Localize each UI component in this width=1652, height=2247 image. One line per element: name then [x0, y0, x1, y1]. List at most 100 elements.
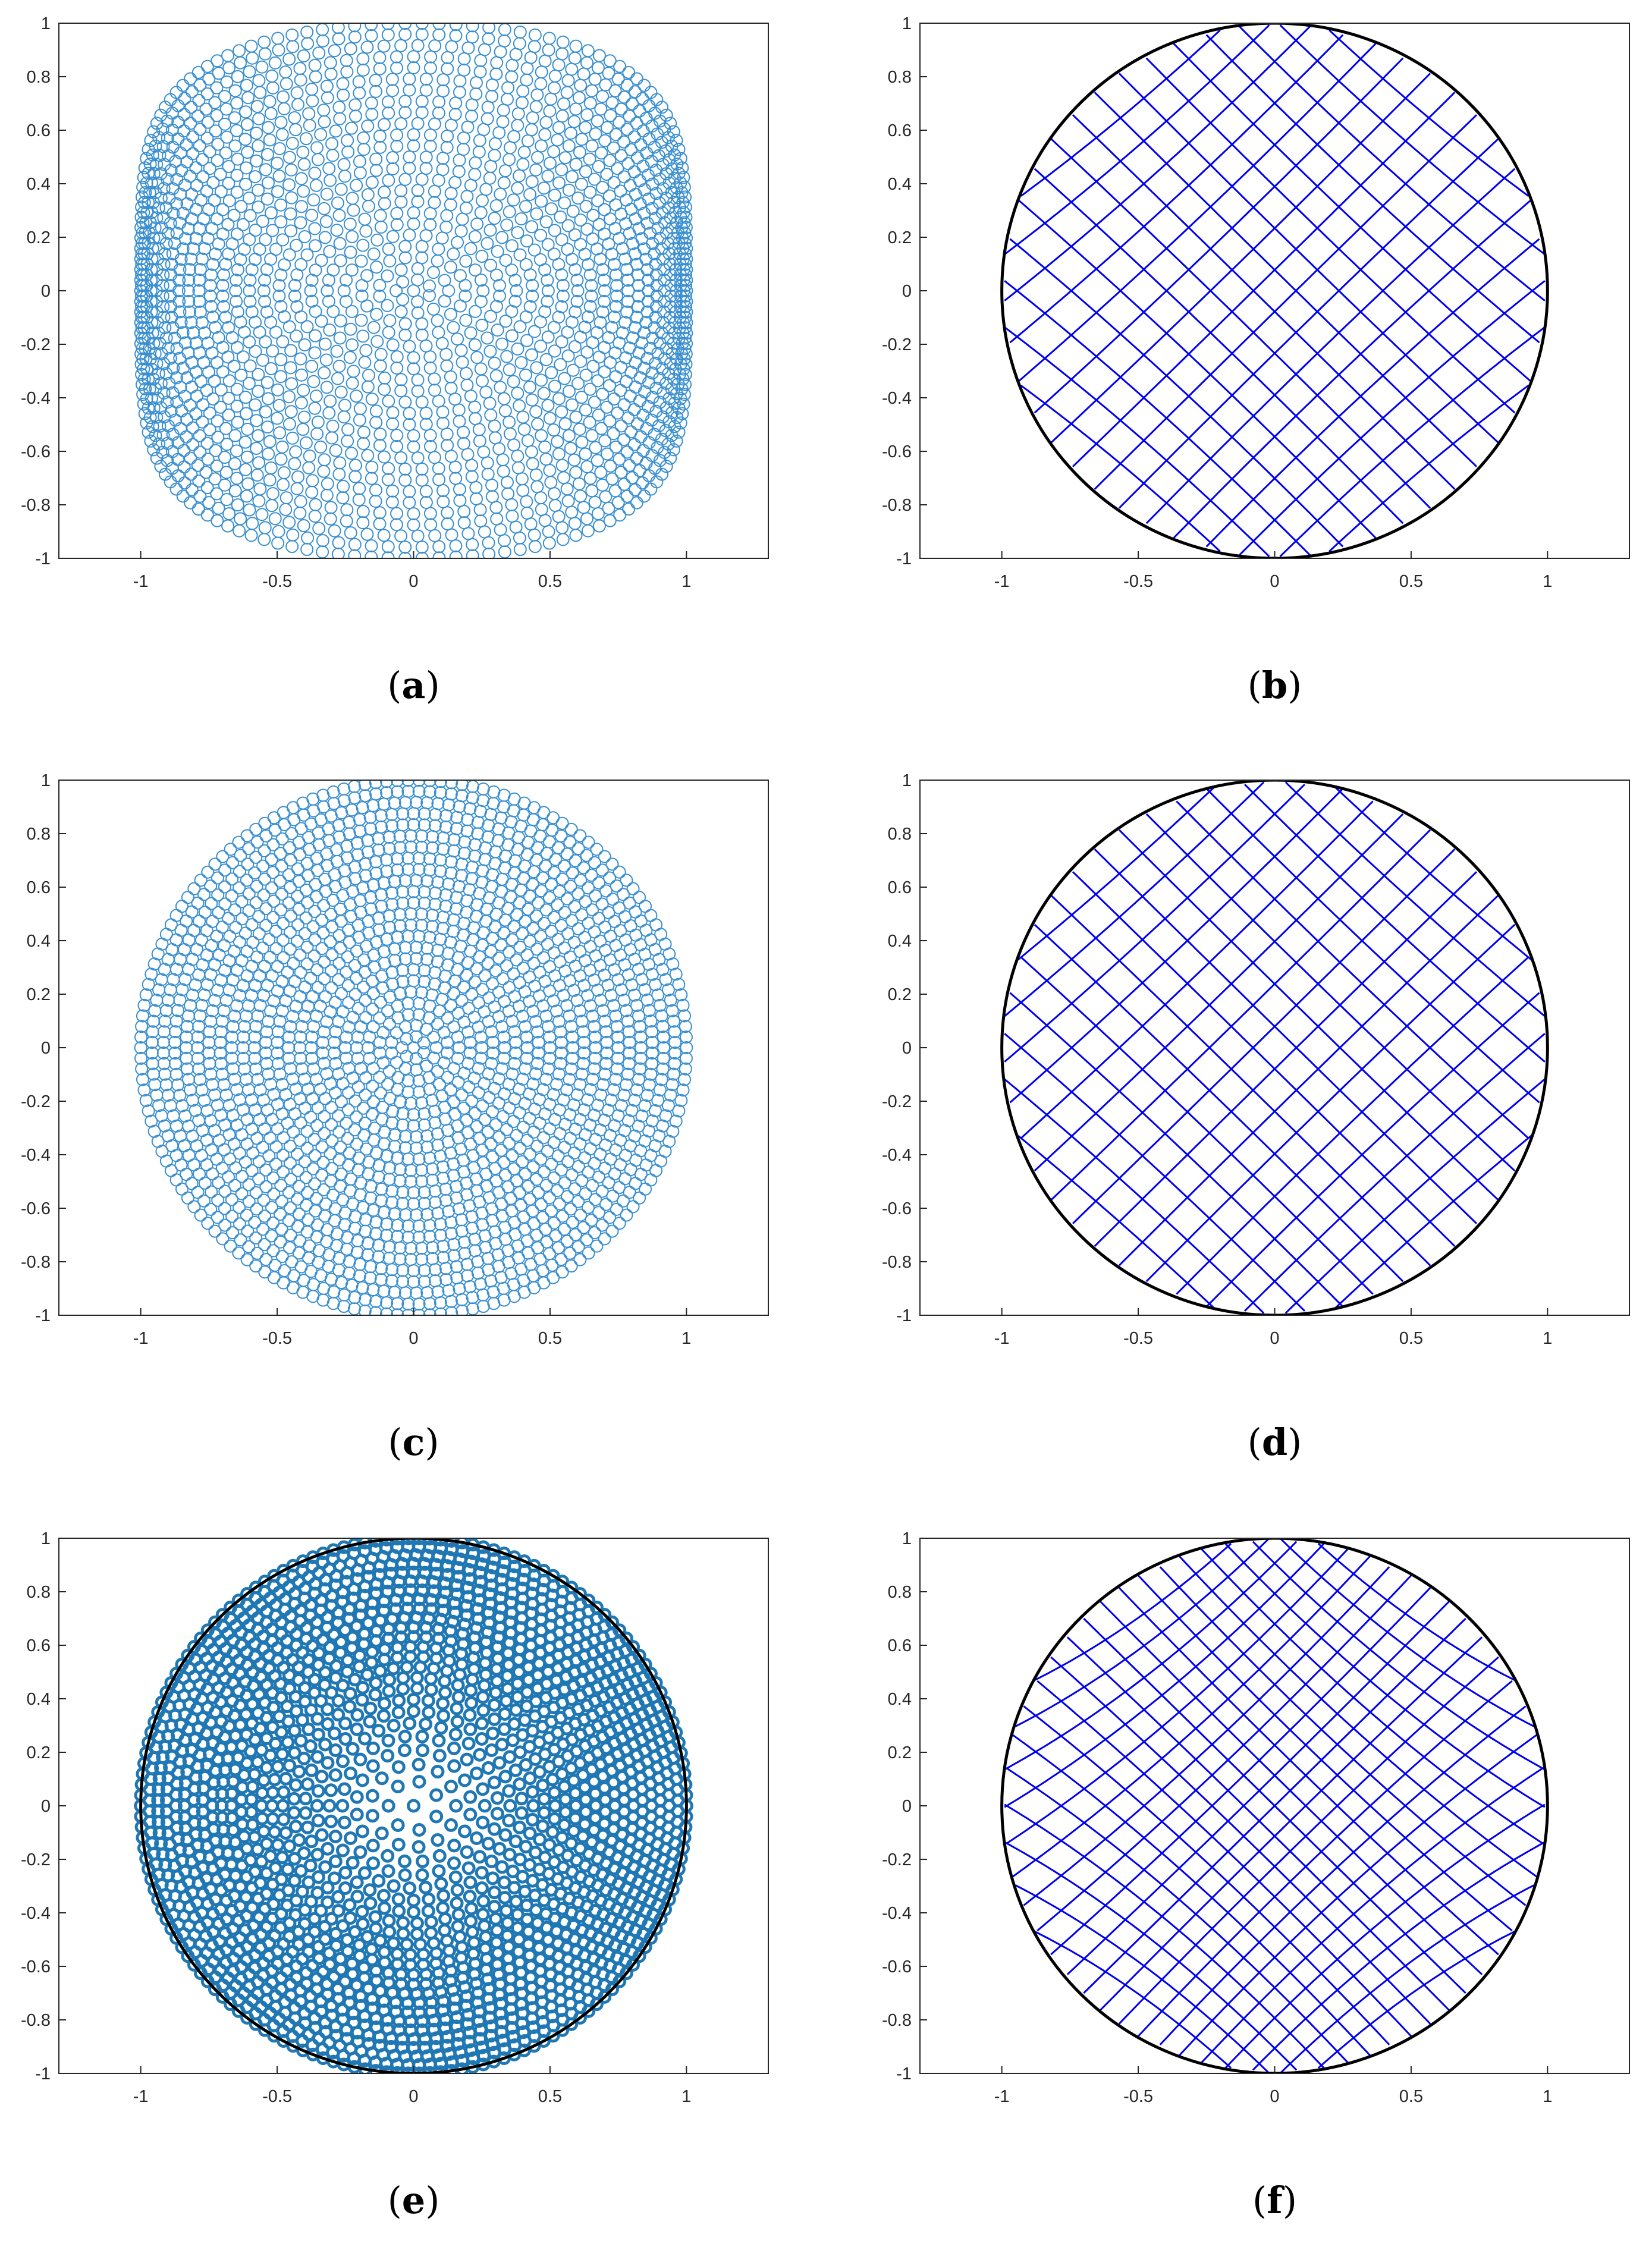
- data-point: [585, 429, 599, 442]
- data-point: [407, 1799, 420, 1813]
- data-point: [267, 894, 281, 908]
- data-point: [365, 460, 379, 474]
- data-point: [487, 1698, 501, 1712]
- data-point: [629, 85, 642, 99]
- data-point: [298, 927, 312, 941]
- lattice-line: [1243, 784, 1546, 1063]
- data-point: [325, 1101, 338, 1114]
- lattice-line: [1009, 992, 1344, 1308]
- data-point: [492, 1130, 506, 1144]
- data-point: [307, 375, 321, 388]
- data-point: [134, 326, 147, 340]
- data-point: [432, 106, 445, 120]
- data-point: [586, 903, 599, 917]
- data-point: [657, 1051, 670, 1065]
- data-point: [228, 1179, 241, 1192]
- data-point: [355, 1905, 369, 1919]
- data-point: [611, 162, 624, 175]
- data-point: [555, 405, 569, 419]
- data-point: [272, 1709, 287, 1724]
- data-point: [258, 274, 272, 287]
- data-point: [396, 975, 410, 988]
- data-point: [233, 865, 246, 878]
- data-point: [668, 1025, 681, 1039]
- data-point: [344, 1766, 358, 1780]
- data-point: [605, 320, 618, 334]
- data-point: [432, 1864, 446, 1878]
- data-point: [203, 406, 216, 420]
- data-point: [466, 538, 479, 551]
- data-point: [208, 96, 222, 109]
- data-point: [617, 433, 631, 447]
- data-point: [385, 1184, 399, 1198]
- data-point: [603, 414, 617, 428]
- data-point: [239, 391, 253, 404]
- data-point: [680, 274, 693, 287]
- data-point: [564, 1259, 578, 1273]
- data-point: [365, 1809, 379, 1823]
- data-point: [331, 547, 345, 558]
- data-point: [591, 114, 604, 128]
- data-point: [507, 375, 520, 388]
- data-point: [523, 300, 537, 313]
- data-point: [201, 865, 215, 879]
- data-point: [394, 39, 408, 52]
- data-point: [218, 1202, 231, 1215]
- data-point: [340, 274, 353, 287]
- data-point: [208, 857, 222, 871]
- data-point: [308, 401, 322, 415]
- data-point: [475, 1041, 489, 1054]
- data-point: [185, 1177, 199, 1190]
- data-point: [382, 461, 395, 475]
- data-point: [335, 1799, 350, 1813]
- data-point: [490, 1806, 504, 1821]
- data-point: [208, 375, 221, 388]
- data-point: [613, 1181, 626, 1195]
- lattice-line: [1004, 280, 1311, 556]
- data-point: [556, 35, 570, 49]
- data-point: [601, 1104, 615, 1117]
- data-point: [401, 863, 415, 876]
- data-point: [230, 1083, 244, 1096]
- data-point: [142, 143, 155, 156]
- data-point: [330, 224, 344, 237]
- data-point: [282, 390, 296, 404]
- data-point: [348, 1221, 362, 1235]
- data-point: [504, 1192, 517, 1205]
- data-point: [345, 1278, 359, 1292]
- data-point: [659, 460, 673, 473]
- data-point: [305, 209, 319, 222]
- data-point: [539, 1009, 553, 1023]
- data-point: [369, 1294, 383, 1308]
- data-point: [620, 122, 634, 136]
- data-point: [385, 819, 399, 832]
- data-point: [391, 1780, 405, 1794]
- data-point: [192, 968, 206, 982]
- data-point: [555, 872, 569, 886]
- data-point: [407, 518, 420, 532]
- data-point: [570, 1088, 584, 1102]
- data-point: [415, 1868, 429, 1883]
- data-point: [264, 1004, 278, 1018]
- data-point: [282, 841, 296, 854]
- data-point: [367, 247, 381, 261]
- data-point: [464, 1902, 479, 1916]
- data-point: [541, 238, 555, 252]
- data-point: [511, 226, 525, 240]
- data-point: [419, 1880, 433, 1894]
- data-point: [356, 52, 370, 65]
- data-point: [385, 1116, 399, 1130]
- data-point: [277, 90, 290, 103]
- data-point: [480, 237, 494, 250]
- data-point: [216, 203, 230, 216]
- data-point: [282, 178, 296, 191]
- data-point: [542, 536, 556, 550]
- data-point: [474, 294, 488, 308]
- data-point: [333, 237, 347, 250]
- data-point: [598, 434, 612, 448]
- data-point: [627, 438, 641, 451]
- data-point: [482, 547, 496, 558]
- data-point: [639, 900, 652, 913]
- lattice-line: [1176, 956, 1529, 1295]
- data-point: [225, 1193, 238, 1206]
